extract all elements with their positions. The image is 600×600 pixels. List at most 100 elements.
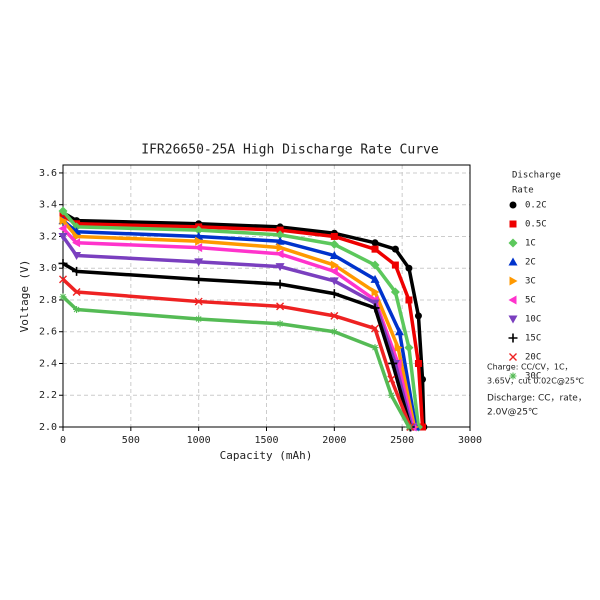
y-tick-label: 2.2 [39, 390, 57, 401]
y-tick-label: 3.6 [39, 168, 57, 179]
marker [276, 226, 284, 234]
marker [404, 343, 414, 353]
marker [414, 359, 422, 367]
marker [329, 277, 339, 286]
annotation: 3.65V，cut 0.02C@25℃ [487, 377, 584, 386]
legend-marker [508, 238, 518, 248]
legend-label: 0.2C [525, 201, 547, 211]
marker [390, 287, 400, 297]
legend-title: Rate [512, 186, 534, 196]
marker [387, 375, 396, 384]
marker [275, 230, 285, 240]
legend-label: 15C [525, 334, 541, 344]
series-line [61, 227, 415, 428]
x-tick-label: 2000 [322, 435, 346, 446]
x-tick-label: 500 [122, 435, 140, 446]
marker [72, 266, 82, 276]
x-axis-label: Capacity (mAh) [220, 449, 313, 462]
marker [387, 391, 395, 399]
y-tick-label: 3.0 [39, 263, 57, 274]
legend-label: 20C [525, 353, 541, 363]
legend-title: Discharge [512, 171, 561, 181]
legend-marker [509, 353, 517, 361]
chart-title: IFR26650-25A High Discharge Rate Curve [141, 143, 439, 158]
legend-marker [508, 315, 518, 324]
marker [73, 305, 81, 313]
marker [405, 423, 413, 431]
marker [59, 293, 67, 301]
marker [370, 260, 380, 270]
marker [72, 288, 81, 297]
legend-marker [508, 333, 518, 343]
marker [329, 251, 339, 260]
marker [394, 327, 404, 336]
y-tick-label: 3.2 [39, 231, 57, 242]
marker [371, 344, 379, 352]
x-tick-label: 2500 [390, 435, 414, 446]
legend-label: 2C [525, 258, 536, 268]
marker [275, 236, 285, 245]
legend-label: 10C [525, 315, 541, 325]
marker [72, 252, 82, 261]
marker [194, 258, 204, 267]
marker [195, 315, 203, 323]
legend-label: 5C [525, 296, 536, 306]
marker [276, 320, 284, 328]
legend-label: 1C [525, 239, 536, 249]
y-tick-label: 3.4 [39, 200, 57, 211]
marker [330, 260, 339, 270]
y-tick-label: 2.0 [39, 422, 57, 433]
series-line [61, 235, 414, 428]
marker [370, 274, 380, 283]
marker [371, 245, 379, 253]
marker [405, 296, 413, 304]
annotation: Charge: CC/CV，1C， [487, 363, 573, 372]
legend-label: 0.5C [525, 220, 547, 230]
y-tick-label: 2.4 [39, 358, 57, 369]
x-tick-label: 3000 [458, 435, 482, 446]
marker [58, 206, 68, 216]
marker [194, 243, 203, 253]
series-line [62, 214, 425, 428]
y-tick-label: 2.6 [39, 327, 57, 338]
marker [405, 264, 413, 272]
marker [371, 287, 380, 297]
marker [276, 302, 285, 311]
marker [58, 232, 68, 241]
x-tick-label: 0 [60, 435, 66, 446]
series-line [61, 278, 412, 428]
y-tick-label: 2.8 [39, 295, 57, 306]
marker [275, 249, 284, 259]
annotation: 2.0V@25℃ [487, 408, 538, 418]
legend-marker [508, 295, 517, 305]
marker [59, 216, 68, 226]
legend-marker [509, 201, 517, 209]
series-line [61, 295, 411, 428]
series-line [62, 261, 412, 428]
marker [275, 279, 285, 289]
marker [330, 311, 339, 320]
marker [414, 312, 422, 320]
legend-marker [509, 220, 517, 228]
y-axis-label: Voltage (V) [18, 260, 31, 333]
series-line [61, 219, 418, 428]
marker [329, 239, 339, 249]
legend-marker [509, 372, 517, 380]
marker [330, 232, 338, 240]
marker [58, 224, 67, 234]
marker [371, 324, 380, 333]
marker [391, 245, 399, 253]
x-tick-label: 1000 [187, 435, 211, 446]
annotation: Discharge: CC，rate， [487, 394, 587, 404]
marker [371, 239, 379, 247]
marker [58, 258, 68, 268]
series-line [61, 219, 417, 428]
marker [194, 274, 204, 284]
marker [194, 225, 204, 235]
marker [329, 289, 339, 299]
marker [329, 266, 338, 276]
marker [275, 263, 285, 272]
marker [330, 328, 338, 336]
marker [59, 275, 67, 284]
